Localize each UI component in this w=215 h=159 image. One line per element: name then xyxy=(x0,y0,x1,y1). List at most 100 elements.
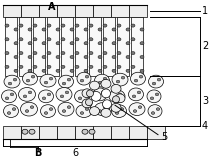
Ellipse shape xyxy=(80,112,84,114)
Ellipse shape xyxy=(28,91,32,94)
Ellipse shape xyxy=(89,107,100,115)
Ellipse shape xyxy=(93,88,107,101)
Ellipse shape xyxy=(156,108,160,111)
Ellipse shape xyxy=(126,55,130,59)
Ellipse shape xyxy=(78,97,82,100)
Bar xyxy=(75,5,93,17)
Ellipse shape xyxy=(42,97,46,100)
Ellipse shape xyxy=(8,82,12,85)
Ellipse shape xyxy=(117,52,121,55)
Bar xyxy=(147,126,165,139)
Ellipse shape xyxy=(131,24,135,27)
Ellipse shape xyxy=(76,105,92,118)
Ellipse shape xyxy=(85,108,89,111)
Ellipse shape xyxy=(89,38,93,41)
Ellipse shape xyxy=(84,42,88,45)
Bar xyxy=(57,5,75,17)
Ellipse shape xyxy=(13,78,17,81)
Ellipse shape xyxy=(112,42,116,45)
Ellipse shape xyxy=(33,52,37,55)
Ellipse shape xyxy=(131,52,135,55)
Ellipse shape xyxy=(75,24,79,27)
Ellipse shape xyxy=(98,81,102,84)
Ellipse shape xyxy=(56,69,60,72)
Ellipse shape xyxy=(75,38,79,41)
Ellipse shape xyxy=(40,74,56,87)
Ellipse shape xyxy=(12,108,16,111)
Ellipse shape xyxy=(28,69,32,72)
Ellipse shape xyxy=(67,78,71,81)
Ellipse shape xyxy=(20,102,37,116)
Ellipse shape xyxy=(49,108,53,111)
Ellipse shape xyxy=(112,28,116,31)
Ellipse shape xyxy=(44,112,48,114)
Ellipse shape xyxy=(86,99,92,106)
Ellipse shape xyxy=(129,103,145,115)
Ellipse shape xyxy=(83,93,87,96)
Ellipse shape xyxy=(131,65,135,68)
Ellipse shape xyxy=(60,95,64,98)
Ellipse shape xyxy=(155,93,159,96)
Ellipse shape xyxy=(117,38,121,41)
Ellipse shape xyxy=(120,108,124,111)
Ellipse shape xyxy=(157,78,161,81)
Text: 3: 3 xyxy=(202,96,208,106)
Ellipse shape xyxy=(131,38,135,41)
Ellipse shape xyxy=(31,75,35,78)
Ellipse shape xyxy=(138,106,142,109)
Ellipse shape xyxy=(86,90,94,97)
Ellipse shape xyxy=(61,52,65,55)
Bar xyxy=(3,5,21,17)
Ellipse shape xyxy=(148,105,162,118)
Bar xyxy=(57,126,75,139)
Ellipse shape xyxy=(30,106,34,109)
Ellipse shape xyxy=(67,106,71,109)
Ellipse shape xyxy=(101,108,111,117)
Ellipse shape xyxy=(140,28,144,31)
Bar xyxy=(129,126,147,139)
Ellipse shape xyxy=(47,24,51,27)
Ellipse shape xyxy=(19,52,23,55)
Ellipse shape xyxy=(112,55,116,59)
Text: A: A xyxy=(48,2,56,12)
Ellipse shape xyxy=(112,73,128,86)
Bar xyxy=(61,17,73,76)
Bar xyxy=(33,17,45,76)
Ellipse shape xyxy=(28,28,32,31)
Bar xyxy=(75,17,87,76)
Ellipse shape xyxy=(111,84,121,93)
Ellipse shape xyxy=(149,75,163,88)
Ellipse shape xyxy=(89,129,95,134)
Ellipse shape xyxy=(89,65,93,68)
Ellipse shape xyxy=(140,55,144,59)
Ellipse shape xyxy=(82,99,92,108)
Ellipse shape xyxy=(70,69,74,72)
Ellipse shape xyxy=(33,38,37,41)
Text: 1: 1 xyxy=(202,6,208,16)
Ellipse shape xyxy=(103,38,107,41)
Ellipse shape xyxy=(33,24,37,27)
Bar xyxy=(21,5,39,17)
Ellipse shape xyxy=(56,55,60,59)
Ellipse shape xyxy=(118,93,122,96)
Ellipse shape xyxy=(85,75,89,78)
Ellipse shape xyxy=(98,28,102,31)
Ellipse shape xyxy=(61,65,65,68)
Bar xyxy=(21,126,39,139)
Ellipse shape xyxy=(5,97,9,100)
Ellipse shape xyxy=(5,38,9,41)
Text: 6: 6 xyxy=(72,148,78,158)
Ellipse shape xyxy=(126,42,130,45)
Ellipse shape xyxy=(65,91,69,94)
Ellipse shape xyxy=(98,42,102,45)
Ellipse shape xyxy=(14,69,18,72)
Bar xyxy=(47,17,59,76)
Ellipse shape xyxy=(117,65,121,68)
Ellipse shape xyxy=(82,89,92,98)
Ellipse shape xyxy=(121,76,125,79)
Ellipse shape xyxy=(47,93,51,96)
Ellipse shape xyxy=(84,55,88,59)
Ellipse shape xyxy=(58,102,74,116)
Ellipse shape xyxy=(42,55,46,59)
Ellipse shape xyxy=(14,42,18,45)
